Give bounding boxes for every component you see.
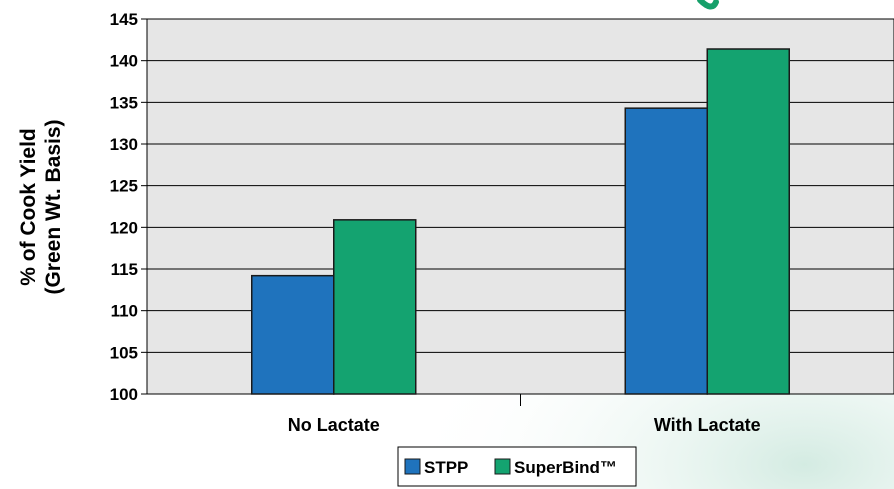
x-category-label: With Lactate — [654, 415, 761, 435]
bar-superbind-no-lactate — [333, 219, 417, 395]
y-tick-label: 130 — [110, 135, 138, 154]
legend-label-stpp: STPP — [424, 458, 468, 477]
legend-swatch-stpp — [404, 458, 421, 475]
x-axis-categories: No Lactate With Lactate — [288, 415, 761, 435]
legend-box — [397, 446, 637, 487]
y-axis-title-line-1: % of Cook Yield — [17, 128, 40, 286]
bar-stpp-with-lactate — [624, 107, 708, 395]
legend-label-superbind: SuperBind™ — [514, 458, 617, 477]
y-axis-title: % of Cook Yield (Green Wt. Basis) — [17, 119, 65, 294]
y-tick-label: 125 — [110, 177, 138, 196]
legend-swatch-superbind — [494, 458, 511, 475]
x-category-label: No Lactate — [288, 415, 380, 435]
y-tick-label: 140 — [110, 52, 138, 71]
y-tick-label: 135 — [110, 93, 138, 112]
decorative-swoosh — [697, 0, 719, 10]
legend: STPP SuperBind™ — [397, 446, 637, 487]
y-tick-label: 115 — [111, 260, 138, 279]
y-tick-label: 120 — [110, 218, 138, 237]
bar-superbind-with-lactate — [706, 48, 790, 395]
y-tick-label: 100 — [110, 385, 138, 404]
bar-stpp-no-lactate — [251, 274, 335, 395]
y-tick-label: 105 — [110, 343, 138, 362]
y-axis-ticks: 100 105 110 115 120 125 130 135 140 145 — [110, 10, 521, 406]
y-tick-label: 145 — [110, 10, 138, 29]
bars — [251, 48, 790, 395]
y-tick-label: 110 — [111, 302, 138, 321]
y-axis-title-line-2: (Green Wt. Basis) — [42, 119, 65, 294]
